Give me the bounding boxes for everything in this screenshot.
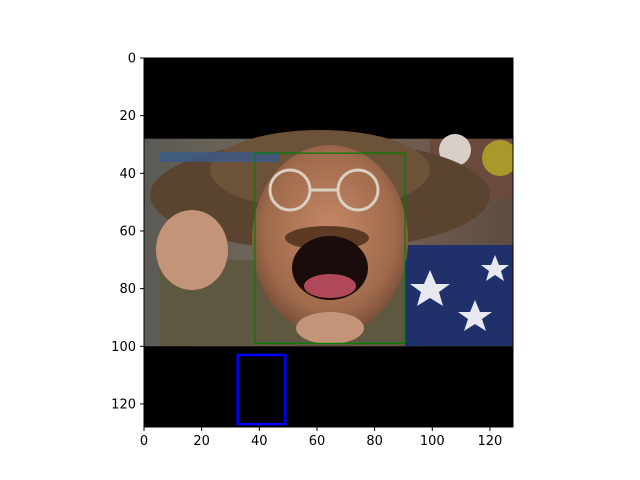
- photo: [144, 130, 513, 347]
- y-tick-label: 0: [128, 52, 136, 67]
- y-tick-label: 60: [119, 224, 136, 239]
- x-tick-label: 20: [193, 434, 210, 449]
- image-area: [144, 58, 513, 427]
- y-tick-label: 40: [119, 167, 136, 182]
- y-tick-label: 100: [111, 340, 136, 355]
- x-tick-label: 80: [366, 434, 383, 449]
- x-tick-label: 60: [309, 434, 326, 449]
- x-tick-label: 40: [251, 434, 268, 449]
- x-axis: 0 20 40 60 80 100 120: [140, 427, 502, 449]
- hand: [296, 312, 364, 344]
- y-tick-label: 20: [119, 109, 136, 124]
- y-tick-label: 80: [119, 282, 136, 297]
- raised-fist: [156, 210, 228, 290]
- scoreboard-overlay: [160, 152, 280, 162]
- empty-box: [236, 353, 287, 426]
- x-tick-label: 0: [140, 434, 148, 449]
- axes-frame: [143, 57, 514, 428]
- bounding-boxes: [236, 152, 406, 426]
- face-box: [254, 152, 406, 344]
- x-tick-label: 100: [420, 434, 445, 449]
- y-tick-label: 120: [111, 397, 136, 412]
- x-tick-label: 120: [478, 434, 503, 449]
- y-axis: 0 20 40 60 80 100 120: [111, 52, 144, 412]
